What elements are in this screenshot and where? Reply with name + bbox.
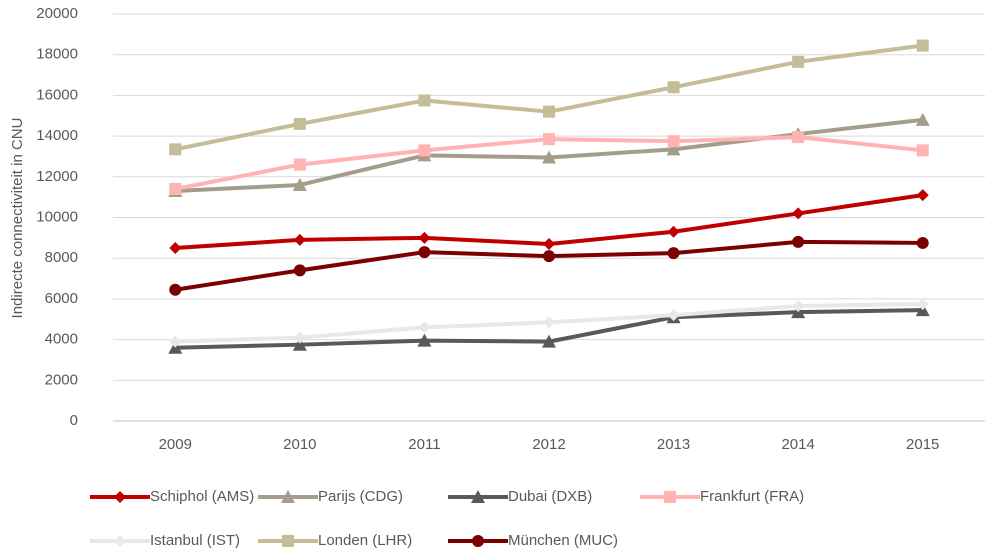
legend-marker [664,491,676,503]
series [169,235,929,296]
marker [916,297,929,310]
legend-marker [114,535,126,547]
marker [293,117,306,130]
y-tick-label: 12000 [36,168,78,185]
legend-marker [471,490,485,503]
legend-marker [114,491,126,503]
y-tick-label: 20000 [36,5,78,22]
marker [418,246,431,259]
series [169,39,929,156]
marker [169,143,182,156]
marker [418,94,431,107]
x-tick-label: 2009 [159,436,192,453]
legend-entry: Schiphol (AMS) [90,488,254,505]
legend-label: Parijs (CDG) [318,488,403,505]
marker [169,183,182,196]
marker [916,189,929,202]
legend-label: Schiphol (AMS) [150,488,254,505]
series [169,189,929,255]
series [169,131,929,196]
legend-entry: Frankfurt (FRA) [640,488,804,505]
legend-label: München (MUC) [508,532,618,549]
marker [292,337,307,351]
marker [169,242,182,255]
legend-entry: Parijs (CDG) [258,488,403,505]
series [169,297,929,348]
marker [417,333,432,347]
x-tick-label: 2011 [408,436,440,453]
y-tick-label: 0 [70,412,78,429]
y-tick-label: 16000 [36,86,78,103]
marker [169,335,182,348]
y-tick-label: 14000 [36,127,78,144]
x-tick-label: 2013 [657,436,690,453]
y-tick-label: 10000 [36,208,78,225]
y-axis-title: Indirecte connectiviteit in CNU [9,118,26,319]
marker [915,112,930,126]
y-tick-label: 6000 [45,290,78,307]
marker [542,150,556,164]
marker [667,309,680,322]
marker [543,133,555,146]
legend-entry: München (MUC) [448,532,618,549]
marker [667,81,680,94]
marker [543,105,555,118]
marker [293,233,306,246]
x-tick-label: 2014 [781,436,814,453]
legend-marker [282,535,294,547]
legend-label: Dubai (DXB) [508,488,592,505]
y-tick-label: 2000 [45,371,78,388]
marker [667,247,680,260]
y-tick-label: 8000 [45,249,78,266]
x-tick-label: 2012 [532,436,565,453]
marker [916,144,929,157]
legend-label: Frankfurt (FRA) [700,488,804,505]
legend-label: Londen (LHR) [318,532,412,549]
marker [667,225,680,238]
marker [293,158,306,171]
y-tick-label: 18000 [36,46,78,63]
marker [418,321,431,334]
legend-marker [472,535,484,547]
marker [543,250,555,263]
marker [542,334,556,348]
x-tick-label: 2010 [283,436,316,453]
marker [543,316,555,329]
marker [792,207,805,220]
x-tick-label: 2015 [906,436,939,453]
marker [293,264,306,277]
legend-entry: Istanbul (IST) [90,532,240,549]
marker [418,231,431,244]
marker [792,131,805,144]
marker [792,300,805,313]
marker [292,177,307,191]
marker [916,236,929,249]
marker [666,142,681,156]
marker [418,144,431,157]
marker [792,55,805,68]
legend-entry: Dubai (DXB) [448,488,592,505]
series [168,303,930,354]
y-tick-label: 4000 [45,331,78,348]
legend-label: Istanbul (IST) [150,532,240,549]
marker [543,237,555,250]
marker [293,331,306,344]
marker [169,283,182,296]
legend-marker [281,490,295,503]
marker [667,135,680,148]
marker [916,39,929,52]
legend-entry: Londen (LHR) [258,532,412,549]
marker [792,235,805,248]
